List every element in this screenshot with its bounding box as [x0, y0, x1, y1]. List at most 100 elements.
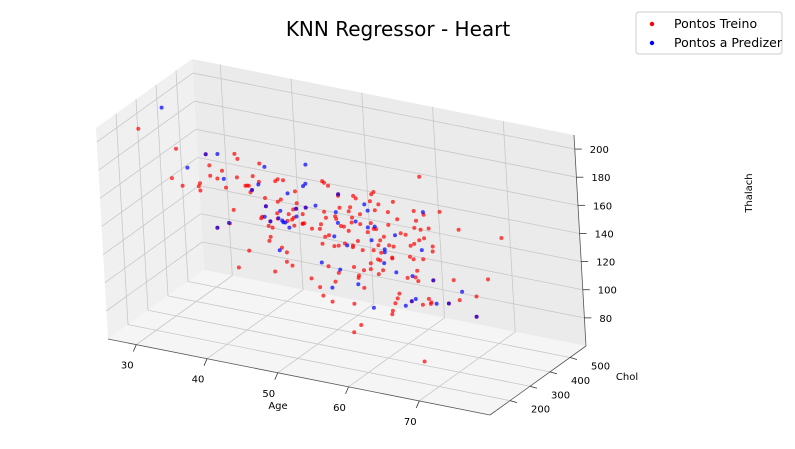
y-grid-left: [155, 84, 169, 296]
train-point: [408, 254, 412, 259]
train-point: [486, 277, 490, 282]
train-point: [333, 279, 338, 284]
train-point: [378, 258, 383, 263]
train-point: [369, 192, 374, 197]
train-point: [317, 226, 322, 231]
predict-point: [419, 248, 424, 253]
train-point: [358, 222, 363, 227]
train-point: [376, 202, 381, 207]
train-point: [403, 232, 408, 237]
train-point: [381, 234, 386, 239]
z-grid-left: [98, 100, 195, 171]
predict-point: [460, 289, 465, 294]
train-point: [412, 225, 417, 230]
train-point: [349, 220, 354, 225]
train-point: [323, 234, 328, 239]
train-point: [428, 301, 433, 306]
z-tick-label: 140: [595, 230, 614, 241]
train-point: [320, 179, 325, 184]
predict-point: [336, 192, 341, 197]
predict-point: [185, 165, 190, 170]
train-point: [280, 245, 284, 250]
train-point: [220, 168, 224, 173]
y-tick-label: 400: [571, 376, 590, 387]
train-point: [437, 209, 442, 214]
legend-marker-predict: [649, 40, 655, 46]
train-point: [231, 207, 236, 212]
train-point: [334, 216, 339, 221]
predict-point: [362, 202, 367, 207]
train-point: [391, 244, 396, 249]
predict-point: [294, 214, 299, 219]
z-axis-label: Thalach: [744, 173, 755, 213]
train-point: [395, 217, 400, 222]
train-point: [273, 269, 278, 274]
train-point: [474, 294, 479, 299]
train-point: [326, 183, 330, 188]
train-point: [136, 126, 141, 131]
x-tick-label: 60: [333, 403, 346, 414]
predict-point: [434, 301, 439, 306]
predict-point: [294, 206, 299, 211]
axis-ticks: 3040506070200300400500801001201401601802…: [121, 145, 617, 428]
train-point: [386, 222, 391, 227]
train-point: [320, 241, 325, 246]
train-point: [330, 299, 335, 304]
predict-point: [263, 204, 268, 209]
train-point: [346, 209, 351, 214]
train-point: [352, 330, 357, 335]
train-point: [286, 212, 291, 217]
z-grid-left: [101, 157, 198, 227]
z-tick-label: 160: [593, 201, 612, 212]
train-point: [196, 184, 201, 189]
train-point: [207, 163, 212, 168]
z-tick-label: 200: [590, 145, 609, 156]
train-point: [355, 239, 360, 243]
train-point: [300, 221, 305, 226]
predict-point: [382, 250, 387, 255]
y-grid-floor: [187, 281, 571, 358]
train-point: [420, 302, 425, 307]
x-tick-label: 30: [121, 361, 134, 372]
train-point: [398, 231, 403, 236]
train-point: [421, 257, 426, 262]
train-point: [397, 291, 402, 296]
axes-gridlines: [96, 64, 585, 402]
predict-point: [215, 152, 220, 156]
train-point: [321, 293, 326, 298]
train-point: [293, 189, 297, 194]
train-point: [270, 225, 275, 230]
train-point: [351, 243, 355, 248]
predict-point: [338, 267, 343, 272]
legend-box: [635, 11, 783, 55]
train-point: [247, 248, 252, 253]
train-point: [290, 263, 295, 268]
z-grid-left: [106, 241, 203, 312]
legend-label-train: Pontos Treino: [674, 16, 757, 31]
train-point: [381, 268, 386, 273]
predict-point: [277, 248, 282, 253]
z-grid-left: [99, 129, 197, 199]
back-pane: [192, 59, 586, 346]
train-point: [346, 228, 351, 233]
train-point: [416, 279, 421, 284]
predict-point: [403, 303, 408, 308]
predict-point: [330, 285, 335, 290]
predict-point: [382, 261, 387, 266]
train-point: [336, 270, 341, 275]
predict-point: [226, 220, 231, 225]
train-point: [358, 212, 362, 217]
train-point: [327, 233, 331, 238]
train-point: [379, 250, 384, 255]
predict-point: [353, 219, 358, 224]
train-point: [499, 236, 504, 240]
y-tick-label: 300: [551, 390, 570, 401]
train-point: [352, 265, 356, 269]
train-point: [284, 250, 289, 255]
z-tick-label: 120: [596, 258, 615, 269]
train-point: [387, 243, 392, 248]
predict-point: [159, 105, 164, 110]
train-point: [411, 257, 416, 262]
y-grid-floor: [167, 295, 551, 373]
predict-point: [335, 220, 340, 225]
